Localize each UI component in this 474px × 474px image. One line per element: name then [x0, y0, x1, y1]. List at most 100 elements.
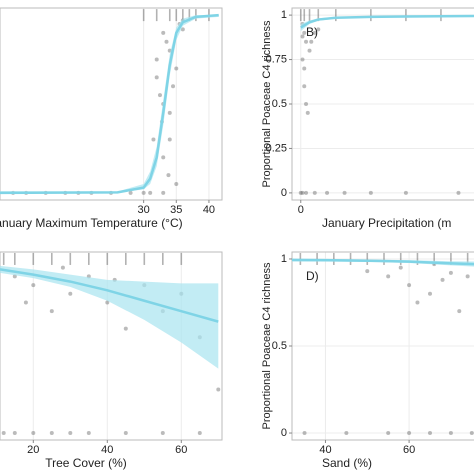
point: [12, 274, 17, 279]
point: [403, 190, 408, 195]
x-axis-label: Tree Cover (%): [45, 456, 127, 470]
point: [105, 300, 110, 305]
point: [197, 431, 202, 436]
point: [305, 110, 310, 115]
fit-line: [0, 268, 219, 323]
y-tick-label: 1: [281, 9, 287, 21]
point: [148, 190, 153, 195]
y-tick-label: 1: [281, 253, 287, 265]
plot-area: [0, 9, 219, 195]
point: [300, 57, 305, 62]
point: [465, 274, 470, 279]
y-tick-label: 0.25: [266, 142, 287, 154]
point: [307, 48, 312, 53]
point: [49, 309, 54, 314]
point: [300, 190, 305, 195]
point: [86, 431, 91, 436]
point: [365, 269, 370, 274]
point: [128, 190, 133, 195]
point: [31, 283, 36, 288]
x-axis-label: January Maximum Temperature (°C): [0, 216, 183, 230]
y-tick-label: 0: [281, 427, 287, 439]
point: [398, 265, 403, 270]
y-axis-label: Proportional Poaceae C4 richness: [261, 262, 273, 429]
point: [448, 431, 453, 436]
point: [440, 277, 445, 282]
point: [1, 431, 6, 436]
point: [304, 39, 309, 44]
point: [160, 431, 165, 436]
fit-line: [292, 258, 474, 266]
x-tick-label: 20: [27, 444, 39, 456]
point: [304, 190, 309, 195]
point: [309, 39, 314, 44]
point: [428, 431, 432, 436]
panel-label: D): [306, 269, 319, 283]
point: [312, 30, 317, 35]
x-tick-label: 60: [175, 444, 187, 456]
y-axis-label: Proportional Poaceae C4 richness: [261, 20, 273, 187]
point: [31, 431, 36, 436]
point: [151, 137, 156, 142]
panel: 40 60 0 0.5 1 Sand (%) Proportional Poaceae C4…: [261, 251, 474, 470]
point: [12, 431, 17, 436]
point: [161, 30, 166, 35]
point: [415, 300, 420, 305]
point: [216, 387, 221, 392]
point: [344, 431, 349, 436]
x-tick-label: 60: [403, 444, 415, 456]
point: [68, 291, 73, 296]
point: [167, 137, 172, 142]
point: [300, 34, 305, 39]
panel-frame: [0, 7, 223, 201]
y-tick-label: 0.5: [272, 340, 287, 352]
point: [457, 309, 462, 314]
point: [174, 182, 179, 186]
point: [469, 431, 474, 436]
x-tick-label: 0: [298, 204, 304, 216]
point: [167, 110, 172, 115]
point: [161, 190, 166, 195]
point: [164, 39, 169, 44]
point: [386, 274, 391, 279]
point: [174, 66, 179, 71]
point: [368, 190, 373, 195]
plot-area: [292, 252, 474, 436]
point: [166, 173, 171, 178]
x-axis-label: January Precipitation (m: [322, 216, 451, 230]
confidence-band: [0, 265, 219, 369]
point: [123, 431, 128, 436]
panel: 30 35 40 January Maximum Temperature (°C): [0, 7, 223, 230]
point: [23, 300, 28, 305]
y-tick-label: 0: [281, 187, 287, 199]
panel-frame: [0, 251, 223, 441]
panel: 20 40 60 Tree Cover (%): [0, 251, 223, 470]
fit-line: [300, 14, 474, 29]
point: [325, 190, 330, 195]
y-tick-label: 0.5: [272, 98, 287, 110]
plot-area: [298, 9, 474, 195]
point: [154, 57, 159, 62]
point: [386, 431, 391, 436]
point: [49, 431, 54, 436]
fit-line: [0, 13, 219, 195]
point: [141, 190, 146, 195]
x-axis-label: Sand (%): [322, 456, 372, 470]
confidence-band: [0, 15, 219, 193]
point: [60, 265, 65, 270]
point: [428, 291, 432, 296]
point: [316, 27, 321, 32]
point: [407, 283, 412, 288]
point: [154, 75, 159, 80]
point: [448, 270, 453, 275]
point: [302, 431, 307, 436]
x-tick-label: 35: [170, 204, 182, 216]
point: [68, 431, 73, 436]
x-tick-label: 40: [101, 444, 113, 456]
point: [302, 30, 307, 35]
point: [161, 155, 166, 160]
point: [180, 27, 185, 32]
y-tick-label: 0.75: [266, 53, 287, 65]
